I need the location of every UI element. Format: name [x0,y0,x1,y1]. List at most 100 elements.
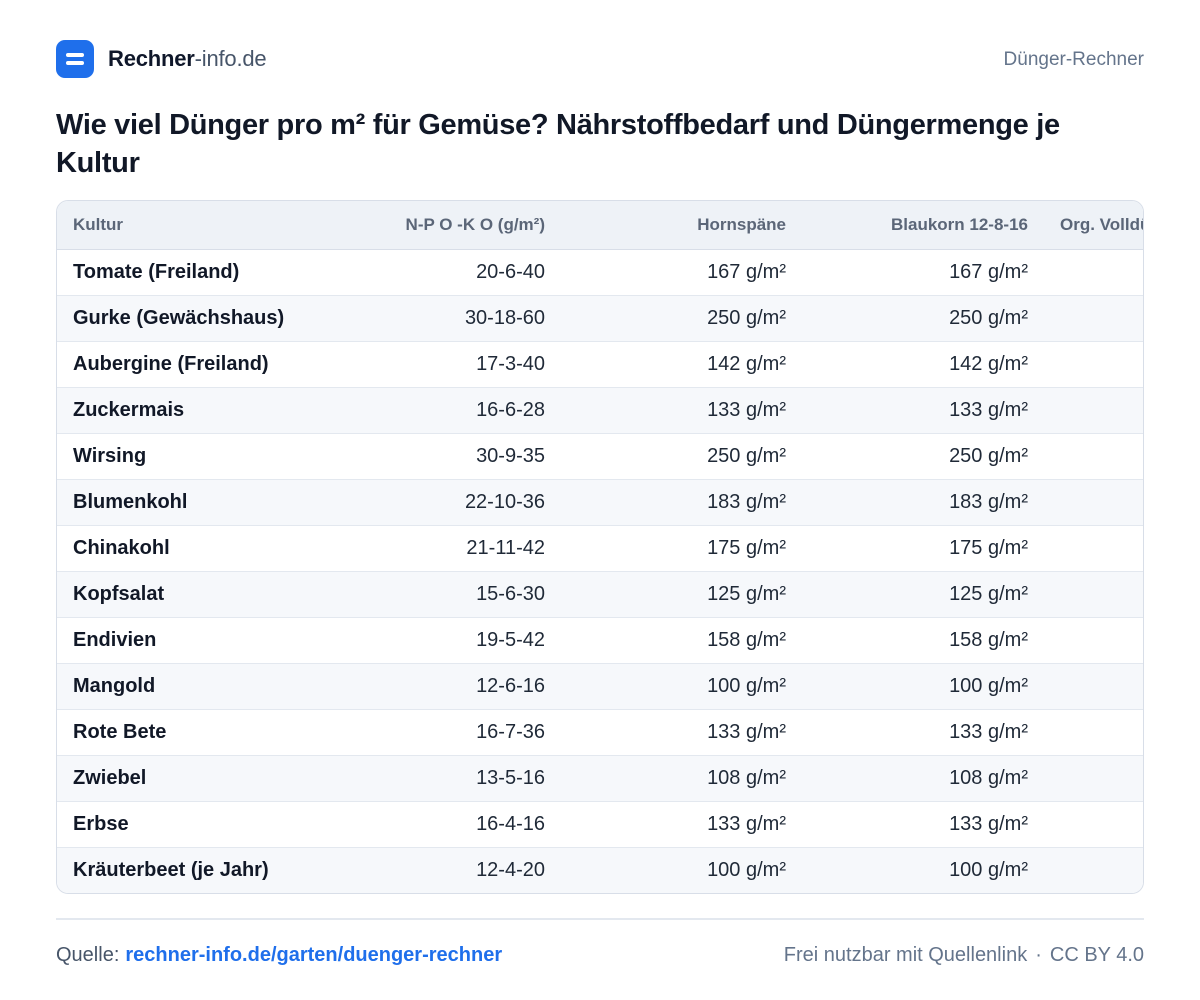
column-header-hornspaene: Hornspäne [561,201,802,250]
kultur-name: Rote Bete [73,721,167,743]
cell-volldunger: 267 g/m² [1044,800,1143,847]
column-header-kultur: Kultur [57,201,329,250]
cell-hornspaene: 125 g/m² [561,570,802,617]
cell-npk: 20-6-40 [476,261,545,283]
cell-hornspaene: 175 g/m² [561,524,802,571]
cell-kultur: Gurke (Gewächshaus) [57,294,329,341]
kultur-name: Wirsing [73,445,147,467]
table-header-row: Kultur N-P O -K O (g/m²) Hornspäne Blauk… [57,201,1143,250]
kultur-name: Gurke (Gewächshaus) [73,307,285,329]
cell-blaukorn: 133 g/m² [802,800,1044,847]
fertilizer-table: Kultur N-P O -K O (g/m²) Hornspäne Blauk… [56,200,1144,894]
cell-kultur: Kräuterbeet (je Jahr) [57,846,329,893]
cell-kultur: Chinakohl [57,524,329,571]
footer: Quelle: rechner-info.de/garten/duenger-re… [56,944,1144,970]
cell-npk: 22-10-36 [329,478,561,525]
kultur-name: Zwiebel [73,767,147,789]
cell-kultur: Wirsing [57,432,329,479]
table-row: Aubergine (Freiland) 17-3-40 142 g/m² 142 g… [57,340,1143,387]
kultur-name: Kräuterbeet (je Jahr) [73,859,269,882]
cell-kultur: Rote Bete [57,708,329,755]
cell-volldunger: 283 g/m² [1044,340,1143,387]
kultur-name: Tomate (Freiland) [73,261,240,283]
cell-blaukorn: 175 g/m² [802,524,1044,571]
cell-npk: 13-5-16 [329,754,561,801]
footer-divider [56,918,1144,920]
brand-logo-text[interactable]: Rechner-info.de [108,46,267,72]
cell-hornspaene: 133 g/m² [561,708,802,755]
cell-blaukorn: 100 g/m² [802,846,1044,893]
equals-icon[interactable] [56,40,94,78]
table-row: Tomate (Freiland) 20-6-40 167 g/m² 167 g/m²… [57,249,1143,295]
cell-blaukorn: 158 g/m² [802,616,1044,663]
table-row: Kräuterbeet (je Jahr) 12-4-20 100 g/m² 100 … [57,846,1143,893]
cell-hornspaene: 250 g/m² [561,432,802,479]
source-label: Quelle: [56,944,120,966]
kultur-name: Chinakohl [73,537,170,559]
cell-blaukorn: 133 g/m² [802,386,1044,433]
cell-hornspaene: 133 g/m² [561,800,802,847]
kultur-name: Aubergine (Freiland) [73,353,269,375]
cell-blaukorn: 250 g/m² [802,432,1044,479]
cell-blaukorn: 167 g/m² [949,261,1028,283]
cell-volldunger: 317 g/m² [1044,616,1143,663]
cell-npk: 30-18-60 [329,294,561,341]
license-badge: CC BY 4.0 [1049,944,1144,966]
cell-hornspaene: 142 g/m² [561,340,802,387]
license-text: Frei nutzbar mit Quellenlink [783,944,1028,966]
cell-npk: 19-5-42 [329,616,561,663]
cell-npk: 17-3-40 [329,340,561,387]
cell-npk: 16-6-28 [329,386,561,433]
cell-kultur: Mangold [57,662,329,709]
header-section-label[interactable]: Dünger-Rechner [1003,49,1144,70]
cell-hornspaene: 250 g/m² [561,294,802,341]
cell-hornspaene: 100 g/m² [561,662,802,709]
cell-kultur: Aubergine (Freiland) [57,340,329,387]
brand-bold: Rechner [108,46,195,71]
site-header: Rechner-info.de Dünger-Rechner [56,40,1144,78]
cell-volldunger: 200 g/m² [1044,662,1143,709]
source-link[interactable]: rechner-info.de/garten/duenger-rechner [125,944,503,966]
cell-hornspaene: 108 g/m² [561,754,802,801]
table-row: Gurke (Gewächshaus) 30-18-60 250 g/m² 250 g… [57,294,1143,341]
cell-kultur: Erbse [57,800,329,847]
column-header-blaukorn: Blaukorn 12-8-16 [802,201,1044,250]
cell-kultur: Endivien [57,616,329,663]
kultur-name: Kopfsalat [73,583,165,605]
kultur-name: Blumenkohl [73,491,188,513]
cell-volldunger: 200 g/m² [1044,846,1143,893]
cell-volldunger: 217 g/m² [1044,754,1143,801]
kultur-name: Erbse [73,813,129,835]
page-title: Wie viel Dünger pro m² für Gemüse? Nährs… [56,109,1060,179]
cell-volldunger: 500 g/m² [1044,432,1143,479]
brand-rest: -info.de [194,46,267,71]
kultur-name: Endivien [73,629,157,651]
cell-blaukorn: 183 g/m² [802,478,1044,525]
cell-kultur: Tomate (Freiland) [57,249,329,295]
cell-npk: 21-11-42 [329,524,561,571]
license-line: Frei nutzbar mit Quellenlink · CC BY 4.0 [784,944,1144,967]
cell-hornspaene: 133 g/m² [561,386,802,433]
cell-blaukorn: 100 g/m² [802,662,1044,709]
cell-npk: 16-4-16 [329,800,561,847]
cell-npk: 16-7-36 [329,708,561,755]
cell-blaukorn: 250 g/m² [802,294,1044,341]
cell-blaukorn: 108 g/m² [802,754,1044,801]
cell-hornspaene: 183 g/m² [561,478,802,525]
cell-kultur: Zuckermais [57,386,329,433]
source-line: Quelle: rechner-info.de/garten/duenger-re… [56,944,502,967]
column-header-volldunger: Org. Volldünger 6-6-6 [1044,201,1143,250]
column-header-npk: N-P O -K O (g/m²) [329,201,561,250]
cell-volldunger: 250 g/m² [1044,570,1143,617]
cell-blaukorn: 142 g/m² [802,340,1044,387]
cell-blaukorn: 133 g/m² [802,708,1044,755]
